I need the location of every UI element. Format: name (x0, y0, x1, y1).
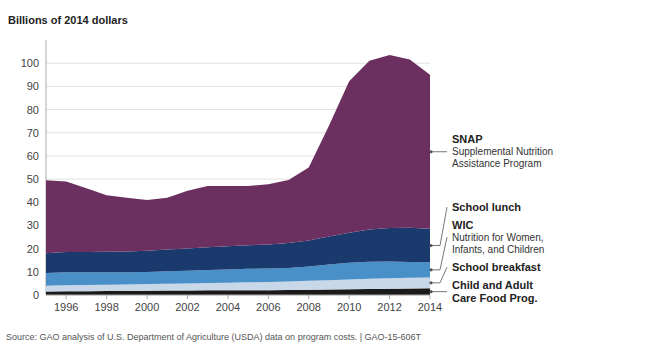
series-label: SNAP (452, 133, 483, 145)
source-note: Source: GAO analysis of U.S. Department … (6, 332, 422, 342)
x-tick (66, 295, 67, 299)
series-label: School lunch (452, 201, 521, 213)
series-label: WIC (452, 219, 473, 231)
series-sublabel: Nutrition for Women,Infants, and Childre… (452, 232, 544, 255)
x-tick (349, 295, 350, 299)
x-tick (147, 295, 148, 299)
y-tick-label: 0 (33, 289, 39, 301)
grid-line (46, 295, 430, 296)
leader-dot (429, 290, 432, 293)
x-tick-label: 2000 (135, 301, 159, 313)
y-tick-label: 90 (27, 80, 39, 92)
series-label: Child and AdultCare Food Prog. (452, 279, 538, 304)
x-tick-label: 2012 (377, 301, 401, 313)
area (46, 55, 430, 253)
series-label-line: School breakfast (452, 261, 541, 273)
x-tick-label: 2004 (216, 301, 240, 313)
leader-dot (429, 150, 432, 153)
x-tick-label: 2014 (418, 301, 442, 313)
y-tick-label: 60 (27, 150, 39, 162)
series-label-line: School lunch (452, 201, 521, 213)
leader-line (431, 207, 447, 245)
x-tick-label: 2008 (296, 301, 320, 313)
x-tick-label: 2006 (256, 301, 280, 313)
leader-line (431, 151, 447, 152)
series-label: School breakfast (452, 261, 541, 273)
y-tick-label: 10 (27, 266, 39, 278)
x-tick (187, 295, 188, 299)
x-tick (106, 295, 107, 299)
series-sublabel: Supplemental NutritionAssistance Program (452, 146, 553, 169)
x-tick-label: 1998 (94, 301, 118, 313)
x-tick (227, 295, 228, 299)
x-tick-label: 2010 (337, 301, 361, 313)
leader-line (431, 291, 447, 292)
series-label-line: Care Food Prog. (452, 292, 538, 304)
y-tick-label: 40 (27, 196, 39, 208)
series-label-line: Child and Adult (452, 279, 533, 291)
leader-dot (429, 244, 432, 247)
x-tick (430, 295, 431, 299)
series-sublabel-line: Assistance Program (452, 158, 541, 169)
x-tick-label: 2002 (175, 301, 199, 313)
y-tick-label: 70 (27, 127, 39, 139)
series-sublabel-line: Infants, and Children (452, 244, 544, 255)
y-tick-label: 80 (27, 104, 39, 116)
x-tick (389, 295, 390, 299)
x-tick-label: 1996 (54, 301, 78, 313)
y-axis: 0 10 20 30 40 50 60 70 80 90 100 (21, 40, 46, 301)
y-tick-label: 50 (27, 173, 39, 185)
series-sublabel-line: Supplemental Nutrition (452, 146, 553, 157)
x-tick (308, 295, 309, 299)
leader-line (431, 237, 447, 270)
series-label-line: SNAP (452, 133, 483, 145)
chart: 0 10 20 30 40 50 60 70 80 90 100 1996 1998 2000 2002 20… (0, 0, 650, 347)
series-label-line: WIC (452, 219, 473, 231)
leader-dot (429, 268, 432, 271)
x-axis: 1996 1998 2000 2002 2004 2006 2008 2010 2012 2014 (46, 295, 442, 313)
y-tick-label: 30 (27, 219, 39, 231)
y-tick-label: 20 (27, 243, 39, 255)
y-axis-label: Billions of 2014 dollars (8, 14, 128, 26)
areas (46, 55, 430, 295)
series-sublabel-line: Nutrition for Women, (452, 232, 544, 243)
series-labels: Child and AdultCare Food Prog. School bre… (429, 133, 553, 303)
x-axis-line (46, 295, 430, 296)
x-tick (268, 295, 269, 299)
leader-dot (429, 281, 432, 284)
y-tick-label: 100 (21, 57, 39, 69)
